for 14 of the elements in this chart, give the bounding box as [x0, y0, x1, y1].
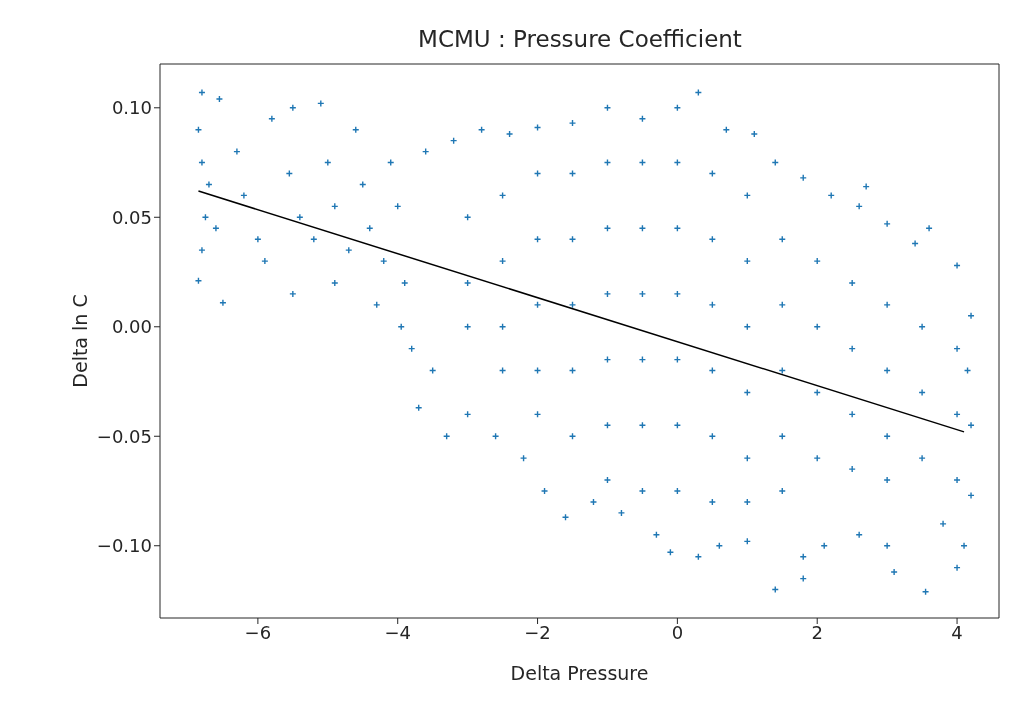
y-tick-label: −0.10 [96, 535, 152, 557]
x-tick-label: −2 [524, 621, 551, 643]
y-tick-label: 0.00 [111, 316, 152, 338]
x-axis-title: Delta Pressure [510, 662, 649, 684]
chart-title: MCMU : Pressure Coefficient [417, 26, 743, 52]
x-tick-label: −4 [384, 621, 411, 643]
x-tick-label: 4 [951, 621, 963, 643]
x-tick-label: 2 [811, 621, 823, 643]
y-tick-label: 0.10 [111, 97, 152, 119]
y-tick-label: 0.05 [111, 206, 152, 228]
x-tick-label: 0 [671, 621, 684, 643]
x-tick-label: −6 [244, 621, 272, 643]
y-axis-title: Delta ln C [68, 294, 91, 388]
y-tick-label: −0.05 [96, 425, 152, 447]
